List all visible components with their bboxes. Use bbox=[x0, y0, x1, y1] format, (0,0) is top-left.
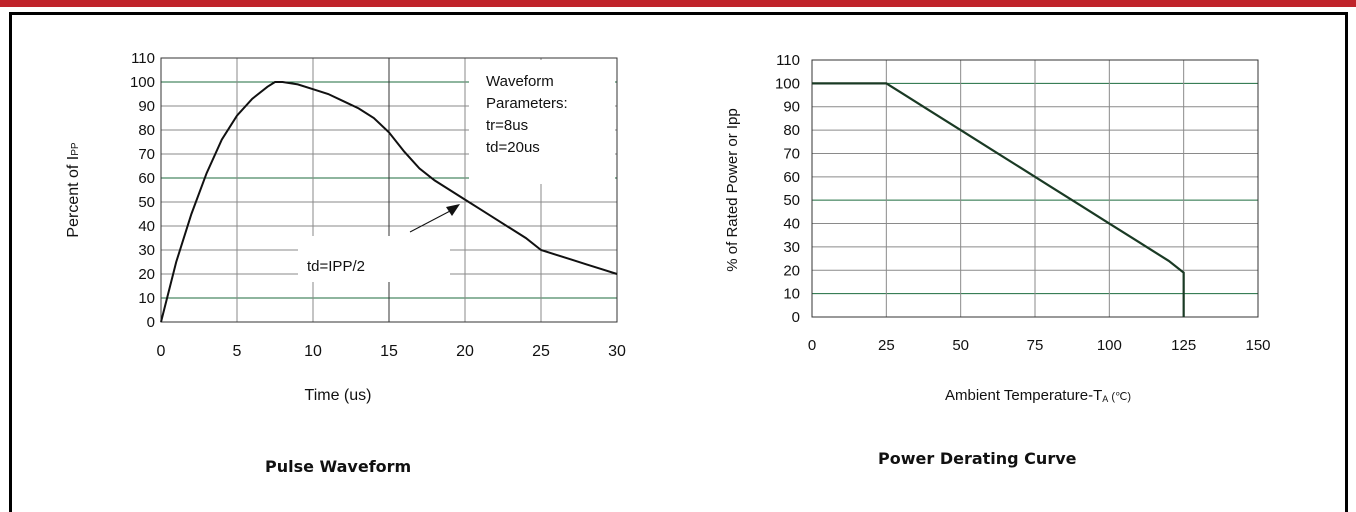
y-tick-label: 10 bbox=[783, 286, 800, 303]
params-box bbox=[469, 60, 615, 184]
x-axis-label: Time (us) bbox=[305, 387, 372, 404]
y-tick-label: 100 bbox=[130, 74, 155, 91]
x-tick-label: 0 bbox=[157, 343, 166, 360]
header-banner bbox=[0, 0, 1356, 7]
y-axis-label-subscript: PP bbox=[70, 142, 81, 156]
plot-frame bbox=[160, 57, 618, 323]
params-line: tr=8us bbox=[486, 117, 528, 134]
y-tick-label: 10 bbox=[138, 290, 155, 307]
x-axis-label-subscript: A bbox=[1102, 394, 1108, 404]
y-axis-label: Percent of IPP bbox=[65, 142, 82, 237]
y-axis-label: % of Rated Power or Ipp bbox=[724, 108, 741, 271]
y-tick-label: 50 bbox=[783, 192, 800, 209]
x-axis-label-unit: (℃) bbox=[1111, 391, 1131, 403]
y-tick-label: 40 bbox=[783, 216, 800, 233]
y-tick-label: 100 bbox=[775, 75, 800, 92]
y-tick-label: 60 bbox=[783, 169, 800, 186]
x-tick-label: 10 bbox=[304, 343, 322, 360]
x-tick-label: 75 bbox=[1027, 337, 1044, 354]
y-tick-label: 20 bbox=[138, 266, 155, 283]
y-tick-label: 30 bbox=[138, 242, 155, 259]
td-label: td=IPP/2 bbox=[307, 258, 365, 275]
y-tick-label: 110 bbox=[776, 52, 800, 69]
y-tick-label: 0 bbox=[792, 309, 800, 326]
y-tick-label: 50 bbox=[138, 194, 155, 211]
power-derating-chart: 0 10 20 30 40 50 60 70 80 90 100 110 0 25 50 75 100 125 15… bbox=[724, 52, 1271, 404]
x-axis-label: Ambient Temperature-TA (℃) bbox=[945, 387, 1131, 404]
params-line: Parameters: bbox=[486, 95, 568, 112]
chart-caption-power-derating: Power Derating Curve bbox=[878, 449, 1077, 468]
x-tick-label: 0 bbox=[808, 337, 816, 354]
y-tick-label: 70 bbox=[138, 146, 155, 163]
x-tick-label: 150 bbox=[1245, 337, 1270, 354]
pulse-waveform-chart: 0 10 20 30 40 50 60 70 80 90 100 110 0 5 10 15 20 25 30 Tim… bbox=[65, 50, 626, 404]
arrow-line bbox=[409, 209, 453, 233]
y-tick-label: 40 bbox=[138, 218, 155, 235]
x-tick-label: 15 bbox=[380, 343, 398, 360]
y-tick-label: 80 bbox=[138, 122, 155, 139]
x-tick-label: 50 bbox=[952, 337, 969, 354]
y-tick-label: 110 bbox=[131, 50, 155, 67]
x-tick-label: 100 bbox=[1097, 337, 1122, 354]
y-tick-label: 0 bbox=[147, 314, 155, 331]
params-line: td=20us bbox=[486, 139, 540, 156]
plot-frame bbox=[811, 59, 1259, 318]
arrow-head bbox=[446, 204, 460, 216]
derating-curve bbox=[812, 82, 1185, 317]
x-tick-label: 20 bbox=[456, 343, 474, 360]
x-tick-label: 25 bbox=[878, 337, 895, 354]
pulse-curve bbox=[160, 81, 618, 323]
x-tick-label: 25 bbox=[532, 343, 550, 360]
params-title: Waveform bbox=[486, 73, 554, 90]
td-label-box bbox=[298, 236, 450, 282]
y-tick-label: 20 bbox=[783, 262, 800, 279]
y-tick-label: 60 bbox=[138, 170, 155, 187]
y-tick-label: 70 bbox=[783, 145, 800, 162]
chart-caption-pulse-waveform: Pulse Waveform bbox=[265, 457, 412, 476]
y-tick-label: 30 bbox=[783, 239, 800, 256]
x-tick-label: 125 bbox=[1171, 337, 1196, 354]
x-tick-label: 30 bbox=[608, 343, 626, 360]
x-tick-label: 5 bbox=[233, 343, 242, 360]
y-tick-label: 90 bbox=[138, 98, 155, 115]
y-tick-label: 90 bbox=[783, 99, 800, 116]
y-tick-label: 80 bbox=[783, 122, 800, 139]
page-frame bbox=[9, 12, 1348, 512]
